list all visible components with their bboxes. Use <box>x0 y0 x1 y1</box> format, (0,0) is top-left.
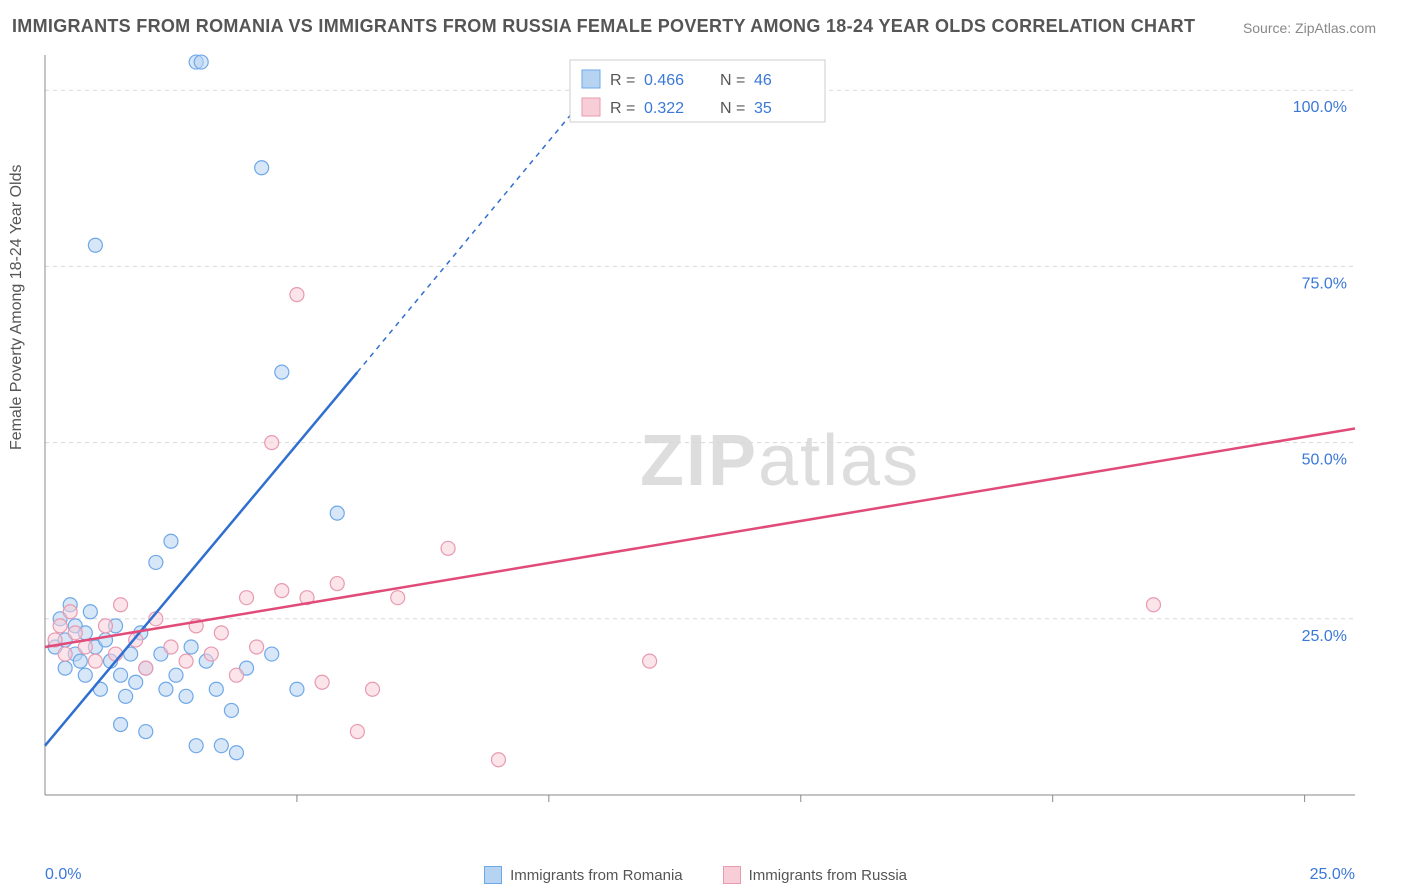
scatter-chart: 25.0%50.0%75.0%100.0%R=0.466N=46R=0.322N… <box>0 0 1406 892</box>
svg-text:N: N <box>720 100 732 117</box>
svg-text:25.0%: 25.0% <box>1302 628 1347 645</box>
x-max-label: 25.0% <box>1310 866 1355 884</box>
legend-swatch-romania <box>484 866 502 884</box>
svg-text:46: 46 <box>754 72 772 89</box>
legend-label-russia: Immigrants from Russia <box>749 867 907 884</box>
svg-text:50.0%: 50.0% <box>1302 452 1347 469</box>
legend-swatch-russia <box>723 866 741 884</box>
svg-text:R: R <box>610 72 622 89</box>
legend-item-russia: Immigrants from Russia <box>723 866 907 884</box>
svg-text:0.466: 0.466 <box>644 72 684 89</box>
legend-label-romania: Immigrants from Romania <box>510 867 683 884</box>
bottom-legend: 0.0% Immigrants from Romania Immigrants … <box>45 866 1355 884</box>
svg-text:=: = <box>626 72 635 89</box>
svg-text:=: = <box>736 72 745 89</box>
svg-text:N: N <box>720 72 732 89</box>
svg-text:35: 35 <box>754 100 772 117</box>
svg-text:75.0%: 75.0% <box>1302 275 1347 292</box>
svg-text:R: R <box>610 100 622 117</box>
legend-item-romania: Immigrants from Romania <box>484 866 683 884</box>
x-origin-label: 0.0% <box>45 866 81 884</box>
svg-text:100.0%: 100.0% <box>1293 99 1347 116</box>
svg-text:0.322: 0.322 <box>644 100 684 117</box>
svg-text:=: = <box>626 100 635 117</box>
svg-text:=: = <box>736 100 745 117</box>
